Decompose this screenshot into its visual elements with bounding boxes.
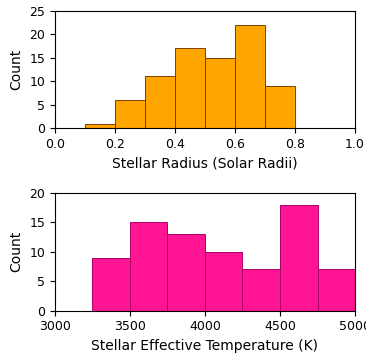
X-axis label: Stellar Effective Temperature (K): Stellar Effective Temperature (K): [92, 339, 318, 353]
Bar: [205, 58, 235, 128]
Y-axis label: Count: Count: [10, 231, 24, 273]
X-axis label: Stellar Radius (Solar Radii): Stellar Radius (Solar Radii): [112, 156, 298, 170]
Bar: [167, 234, 205, 311]
Bar: [175, 48, 205, 128]
Bar: [85, 124, 115, 128]
Bar: [205, 252, 242, 311]
Bar: [145, 77, 175, 128]
Y-axis label: Count: Count: [10, 49, 24, 90]
Bar: [265, 86, 295, 128]
Bar: [235, 25, 265, 128]
Bar: [242, 269, 280, 311]
Bar: [355, 293, 366, 311]
Bar: [317, 269, 355, 311]
Bar: [130, 222, 167, 311]
Bar: [115, 100, 145, 128]
Bar: [92, 258, 130, 311]
Bar: [280, 205, 317, 311]
